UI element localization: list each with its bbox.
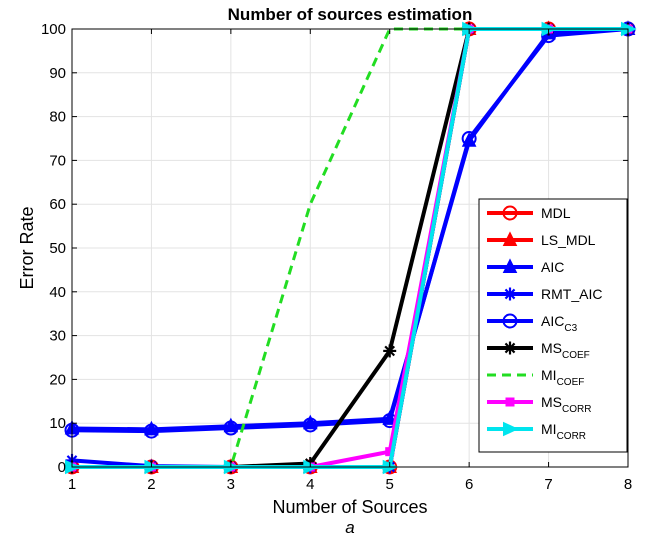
y-tick-label: 0 — [58, 459, 66, 476]
x-tick-label: 6 — [465, 476, 473, 493]
legend-marker — [503, 421, 519, 437]
y-tick-label: 30 — [49, 328, 66, 345]
y-tick-label: 40 — [49, 284, 66, 301]
legend-marker — [502, 258, 518, 273]
x-tick-label: 8 — [624, 476, 632, 493]
legend-entry: LS_MDL — [541, 232, 596, 248]
y-tick-label: 90 — [49, 65, 66, 82]
x-tick-label: 5 — [386, 476, 394, 493]
legend-marker — [505, 397, 515, 407]
legend-marker — [502, 231, 518, 246]
x-tick-label: 4 — [306, 476, 314, 493]
x-axis-label: Number of Sources — [272, 497, 427, 517]
data-point — [223, 420, 239, 436]
legend-marker — [502, 313, 518, 329]
legend-entry: AIC — [541, 259, 564, 275]
data-point — [383, 344, 397, 358]
legend: MDL LS_MDL AIC RMT_AIC AICC3 MSCOEF MICOEF MSCO… — [478, 198, 628, 453]
data-point — [302, 417, 318, 433]
y-tick-label: 80 — [49, 109, 66, 126]
y-tick-label: 50 — [49, 240, 66, 257]
chart-title: Number of sources estimation — [228, 5, 473, 24]
legend-entry: MICOEF — [541, 367, 584, 388]
legend-entry: MDL — [541, 205, 571, 221]
legend-marker — [502, 205, 518, 221]
legend-marker — [503, 341, 517, 355]
y-tick-label: 20 — [49, 371, 66, 388]
y-tick-label: 100 — [41, 21, 66, 38]
y-axis-label: Error Rate — [17, 206, 37, 289]
figure-caption: a — [345, 518, 354, 537]
y-tick-label: 70 — [49, 152, 66, 169]
data-point — [143, 423, 159, 439]
legend-entry: AICC3 — [541, 313, 578, 334]
x-tick-label: 1 — [68, 476, 76, 493]
series-line — [71, 27, 629, 434]
x-tick-label: 3 — [227, 476, 235, 493]
legend-entry: RMT_AIC — [541, 286, 602, 302]
legend-marker — [503, 287, 517, 301]
data-point — [461, 131, 477, 146]
legend-entry: MSCOEF — [541, 340, 590, 361]
y-tick-label: 10 — [49, 415, 66, 432]
axis-ticks: 0 10 20 30 40 50 60 70 80 90 100 1 2 3 4 5 6 7 8 — [41, 21, 632, 493]
x-tick-label: 2 — [147, 476, 155, 493]
y-tick-label: 60 — [49, 196, 66, 213]
x-tick-label: 7 — [544, 476, 552, 493]
legend-entry: MICORR — [541, 421, 586, 442]
legend-entry: MSCORR — [541, 394, 591, 415]
